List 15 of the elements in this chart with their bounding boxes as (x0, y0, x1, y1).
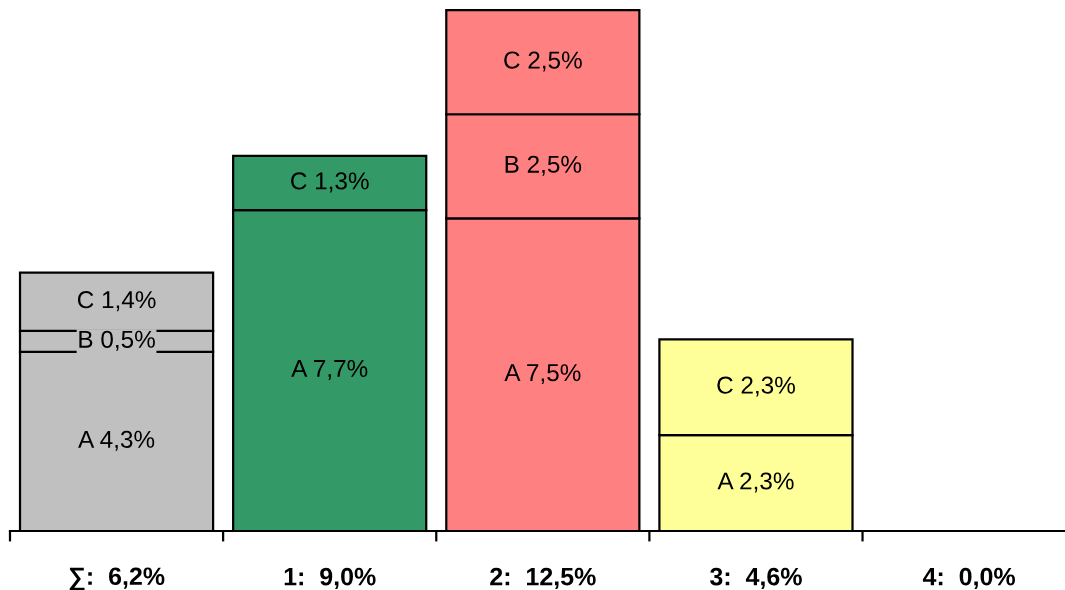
data-label: A 2,3% (717, 472, 794, 493)
x-tick-label: 1: 9,0% (284, 567, 376, 590)
data-label: A 7,5% (504, 364, 581, 385)
data-label: C 1,3% (291, 172, 369, 193)
data-label: A 4,3% (78, 430, 155, 451)
x-tick-label: 3: 4,6% (709, 567, 802, 590)
x-tick-label: 2: 12,5% (490, 567, 596, 590)
data-label: A 7,7% (291, 359, 368, 380)
data-label: B 0,5% (79, 330, 155, 351)
x-tick-label: 4: 0,0% (922, 567, 1015, 590)
data-label: C 2,5% (504, 51, 582, 72)
data-label: B 2,5% (505, 155, 582, 176)
data-label: C 2,3% (717, 376, 795, 397)
data-label: C 1,4% (77, 291, 156, 312)
x-tick-label: ∑: 6,2% (69, 567, 165, 590)
